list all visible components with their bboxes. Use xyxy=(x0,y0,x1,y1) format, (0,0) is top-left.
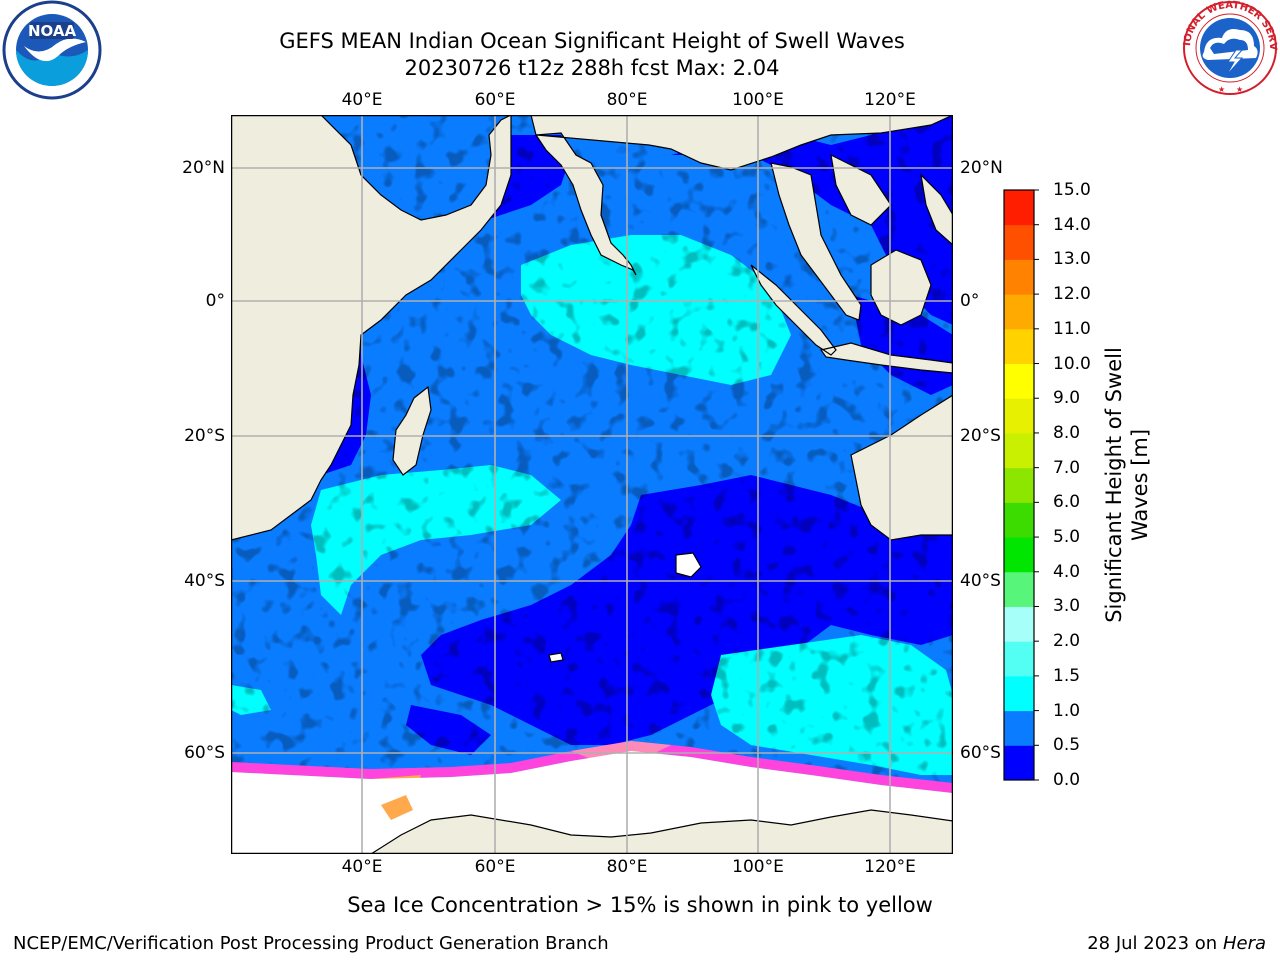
svg-text:★: ★ xyxy=(1236,85,1243,94)
colorbar-tick-label: 1.0 xyxy=(1053,700,1081,721)
madagascar xyxy=(392,385,432,476)
footer-date: 28 Jul 2023 on Hera xyxy=(1087,933,1266,955)
map-gridlines xyxy=(231,115,953,854)
colorbar-band xyxy=(1004,224,1034,260)
colorbar-band xyxy=(1004,259,1034,295)
lon-tick-top: 100°E xyxy=(732,90,784,110)
lon-tick-bottom: 40°E xyxy=(341,857,383,877)
colorbar-band xyxy=(1004,745,1034,781)
lat-tick-left: 60°S xyxy=(184,743,225,763)
crozet-island xyxy=(548,652,564,663)
colorbar-tick-label: 0.0 xyxy=(1053,770,1081,790)
colorbar-band xyxy=(1004,675,1034,712)
colorbar-title-line1: Significant Height of Swell xyxy=(1102,347,1126,623)
noaa-logo-icon: NOAA xyxy=(2,0,102,100)
colorbar-band xyxy=(1004,606,1034,642)
colorbar-band xyxy=(1004,537,1034,573)
colorbar-tick-label: 7.0 xyxy=(1053,457,1081,478)
colorbar-tick-label: 8.0 xyxy=(1053,422,1081,443)
colorbar-band xyxy=(1004,641,1034,677)
colorbar-tick-label: 14.0 xyxy=(1053,214,1091,235)
colorbar-tick-label: 11.0 xyxy=(1053,318,1091,339)
lat-tick-right: 20°S xyxy=(960,426,1001,446)
antarctica xyxy=(369,809,953,854)
kerguelen-island xyxy=(675,552,702,578)
colorbar-tick-label: 9.0 xyxy=(1053,388,1081,409)
lat-tick-left: 40°S xyxy=(184,571,225,591)
lon-tick-top: 120°E xyxy=(864,90,916,110)
lon-tick-bottom: 60°E xyxy=(474,857,516,877)
colorbar-tick-label: 10.0 xyxy=(1053,353,1091,374)
africa-arabia xyxy=(231,115,512,541)
sea-ice-caption: Sea Ice Concentration > 15% is shown in … xyxy=(347,893,933,917)
chart-title-line1: GEFS MEAN Indian Ocean Significant Heigh… xyxy=(279,29,905,53)
map-plot xyxy=(231,115,953,854)
lat-tick-right: 40°S xyxy=(960,571,1001,591)
colorbar-band xyxy=(1004,294,1034,330)
indian-subcontinent xyxy=(530,115,953,276)
nws-logo-icon: NATIONAL WEATHER SERVICE ★ ★ xyxy=(1180,0,1278,95)
lon-tick-bottom: 80°E xyxy=(606,857,648,877)
lon-tick-top: 60°E xyxy=(474,90,516,110)
colorbar-band xyxy=(1004,710,1034,746)
colorbar-title-line2: Waves [m] xyxy=(1128,428,1152,542)
colorbar-tick-label: 12.0 xyxy=(1053,284,1091,305)
colorbar-band xyxy=(1004,502,1034,538)
colorbar-tick-label: 2.0 xyxy=(1053,631,1081,652)
lat-tick-left: 20°S xyxy=(184,426,225,446)
colorbar-tick-label: 4.0 xyxy=(1053,561,1081,582)
noaa-logo-text: NOAA xyxy=(28,22,77,40)
colorbar xyxy=(1003,189,1039,781)
colorbar-tick-label: 15.0 xyxy=(1053,180,1091,200)
colorbar-frame xyxy=(1003,189,1035,781)
colorbar-band xyxy=(1004,328,1034,365)
lat-tick-left: 0° xyxy=(205,291,225,311)
colorbar-band xyxy=(1004,467,1034,503)
lon-tick-top: 40°E xyxy=(341,90,383,110)
lon-tick-bottom: 120°E xyxy=(864,857,916,877)
lat-tick-right: 0° xyxy=(960,291,980,311)
colorbar-band xyxy=(1004,432,1034,469)
lon-tick-top: 80°E xyxy=(606,90,648,110)
indochina-malaysia xyxy=(770,153,892,321)
landmasses xyxy=(231,115,953,854)
colorbar-tick-label: 13.0 xyxy=(1053,249,1091,270)
lat-tick-right: 20°N xyxy=(960,158,1003,178)
colorbar-band xyxy=(1004,190,1034,226)
footer-machine: Hera xyxy=(1222,933,1266,954)
lon-tick-bottom: 100°E xyxy=(732,857,784,877)
colorbar-tick-label: 6.0 xyxy=(1053,492,1081,513)
lat-tick-left: 20°N xyxy=(182,158,225,178)
australia xyxy=(850,394,953,541)
footer-credit: NCEP/EMC/Verification Post Processing Pr… xyxy=(13,933,609,954)
colorbar-tick-label: 1.5 xyxy=(1053,665,1081,686)
footer-date-text: 28 Jul 2023 on xyxy=(1087,933,1223,954)
chart-title-line2: 20230726 t12z 288h fcst Max: 2.04 xyxy=(404,56,780,80)
svg-text:★: ★ xyxy=(1218,85,1225,94)
colorbar-tick-label: 3.0 xyxy=(1053,596,1081,617)
colorbar-band xyxy=(1004,398,1034,434)
colorbar-tick-label: 0.5 xyxy=(1053,735,1081,756)
colorbar-tick-label: 5.0 xyxy=(1053,527,1081,548)
colorbar-band xyxy=(1004,363,1034,399)
lat-tick-right: 60°S xyxy=(960,743,1001,763)
colorbar-band xyxy=(1004,571,1034,607)
